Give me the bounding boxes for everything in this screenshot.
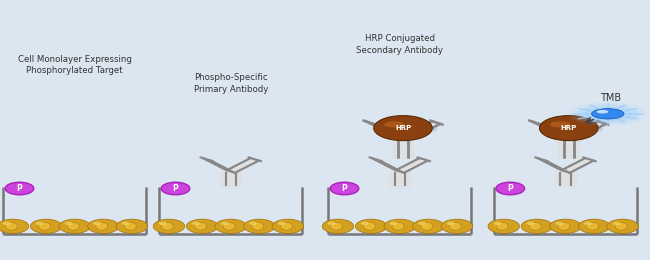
- Ellipse shape: [521, 219, 552, 233]
- Text: HRP: HRP: [395, 125, 411, 131]
- Ellipse shape: [389, 222, 397, 225]
- Ellipse shape: [272, 219, 304, 233]
- Ellipse shape: [124, 222, 136, 230]
- Ellipse shape: [88, 219, 119, 233]
- Ellipse shape: [447, 222, 454, 225]
- Ellipse shape: [578, 219, 610, 233]
- Ellipse shape: [5, 222, 18, 230]
- Ellipse shape: [5, 182, 34, 195]
- Ellipse shape: [496, 222, 508, 230]
- Ellipse shape: [36, 222, 44, 225]
- Polygon shape: [565, 121, 606, 140]
- Ellipse shape: [384, 219, 415, 233]
- Ellipse shape: [153, 219, 185, 233]
- Ellipse shape: [421, 222, 433, 230]
- Ellipse shape: [187, 219, 218, 233]
- Ellipse shape: [159, 222, 166, 225]
- Ellipse shape: [330, 222, 343, 230]
- Ellipse shape: [31, 219, 62, 233]
- Ellipse shape: [558, 222, 570, 230]
- Ellipse shape: [550, 121, 570, 127]
- Text: P: P: [508, 184, 513, 193]
- Text: Phospho-Specific
Primary Antibody: Phospho-Specific Primary Antibody: [194, 73, 268, 94]
- Ellipse shape: [418, 222, 426, 225]
- Polygon shape: [365, 121, 407, 140]
- Ellipse shape: [322, 219, 354, 233]
- Text: P: P: [173, 184, 178, 193]
- Ellipse shape: [161, 222, 174, 230]
- Ellipse shape: [38, 222, 51, 230]
- Text: Cell Monolayer Expressing
Phosphorylated Target: Cell Monolayer Expressing Phosphorylated…: [18, 55, 132, 75]
- Ellipse shape: [373, 125, 437, 134]
- Ellipse shape: [223, 222, 235, 230]
- Text: HRP: HRP: [560, 125, 577, 131]
- Ellipse shape: [529, 222, 541, 230]
- Ellipse shape: [215, 219, 246, 233]
- Text: HRP Conjugated
Secondary Antibody: HRP Conjugated Secondary Antibody: [356, 34, 443, 55]
- Ellipse shape: [328, 222, 335, 225]
- Ellipse shape: [584, 222, 592, 225]
- Ellipse shape: [330, 182, 359, 195]
- Ellipse shape: [0, 219, 29, 233]
- Ellipse shape: [93, 222, 101, 225]
- Text: P: P: [17, 184, 22, 193]
- Polygon shape: [538, 158, 569, 173]
- Ellipse shape: [252, 222, 264, 230]
- Ellipse shape: [493, 222, 501, 225]
- Ellipse shape: [584, 107, 631, 121]
- Ellipse shape: [361, 222, 369, 225]
- Ellipse shape: [64, 222, 72, 225]
- Ellipse shape: [615, 222, 627, 230]
- Ellipse shape: [413, 219, 444, 233]
- Polygon shape: [531, 121, 573, 140]
- Ellipse shape: [550, 219, 581, 233]
- Ellipse shape: [384, 121, 404, 127]
- Polygon shape: [227, 158, 259, 173]
- Ellipse shape: [161, 182, 190, 195]
- Ellipse shape: [192, 222, 200, 225]
- Ellipse shape: [597, 110, 608, 114]
- Ellipse shape: [220, 222, 228, 225]
- Ellipse shape: [539, 125, 603, 134]
- Ellipse shape: [488, 219, 519, 233]
- Ellipse shape: [67, 222, 79, 230]
- Polygon shape: [372, 158, 404, 173]
- Ellipse shape: [569, 102, 647, 126]
- Polygon shape: [203, 158, 235, 173]
- Text: TMB: TMB: [601, 93, 621, 103]
- Ellipse shape: [586, 222, 599, 230]
- Ellipse shape: [577, 105, 639, 123]
- Ellipse shape: [592, 109, 624, 119]
- Ellipse shape: [612, 222, 620, 225]
- Ellipse shape: [278, 222, 285, 225]
- Ellipse shape: [244, 219, 275, 233]
- Ellipse shape: [356, 219, 387, 233]
- Ellipse shape: [526, 222, 534, 225]
- Ellipse shape: [374, 116, 432, 141]
- Ellipse shape: [363, 222, 376, 230]
- Polygon shape: [399, 121, 441, 140]
- Ellipse shape: [540, 116, 598, 141]
- Ellipse shape: [449, 222, 462, 230]
- Ellipse shape: [496, 182, 525, 195]
- Ellipse shape: [280, 222, 292, 230]
- Polygon shape: [396, 158, 428, 173]
- Ellipse shape: [194, 222, 207, 230]
- Text: P: P: [342, 184, 347, 193]
- Ellipse shape: [59, 219, 90, 233]
- Ellipse shape: [441, 219, 473, 233]
- Ellipse shape: [96, 222, 108, 230]
- Ellipse shape: [3, 222, 10, 225]
- Ellipse shape: [607, 219, 638, 233]
- Ellipse shape: [249, 222, 257, 225]
- Ellipse shape: [122, 222, 129, 225]
- Ellipse shape: [116, 219, 148, 233]
- Polygon shape: [562, 158, 593, 173]
- Ellipse shape: [555, 222, 563, 225]
- Ellipse shape: [392, 222, 404, 230]
